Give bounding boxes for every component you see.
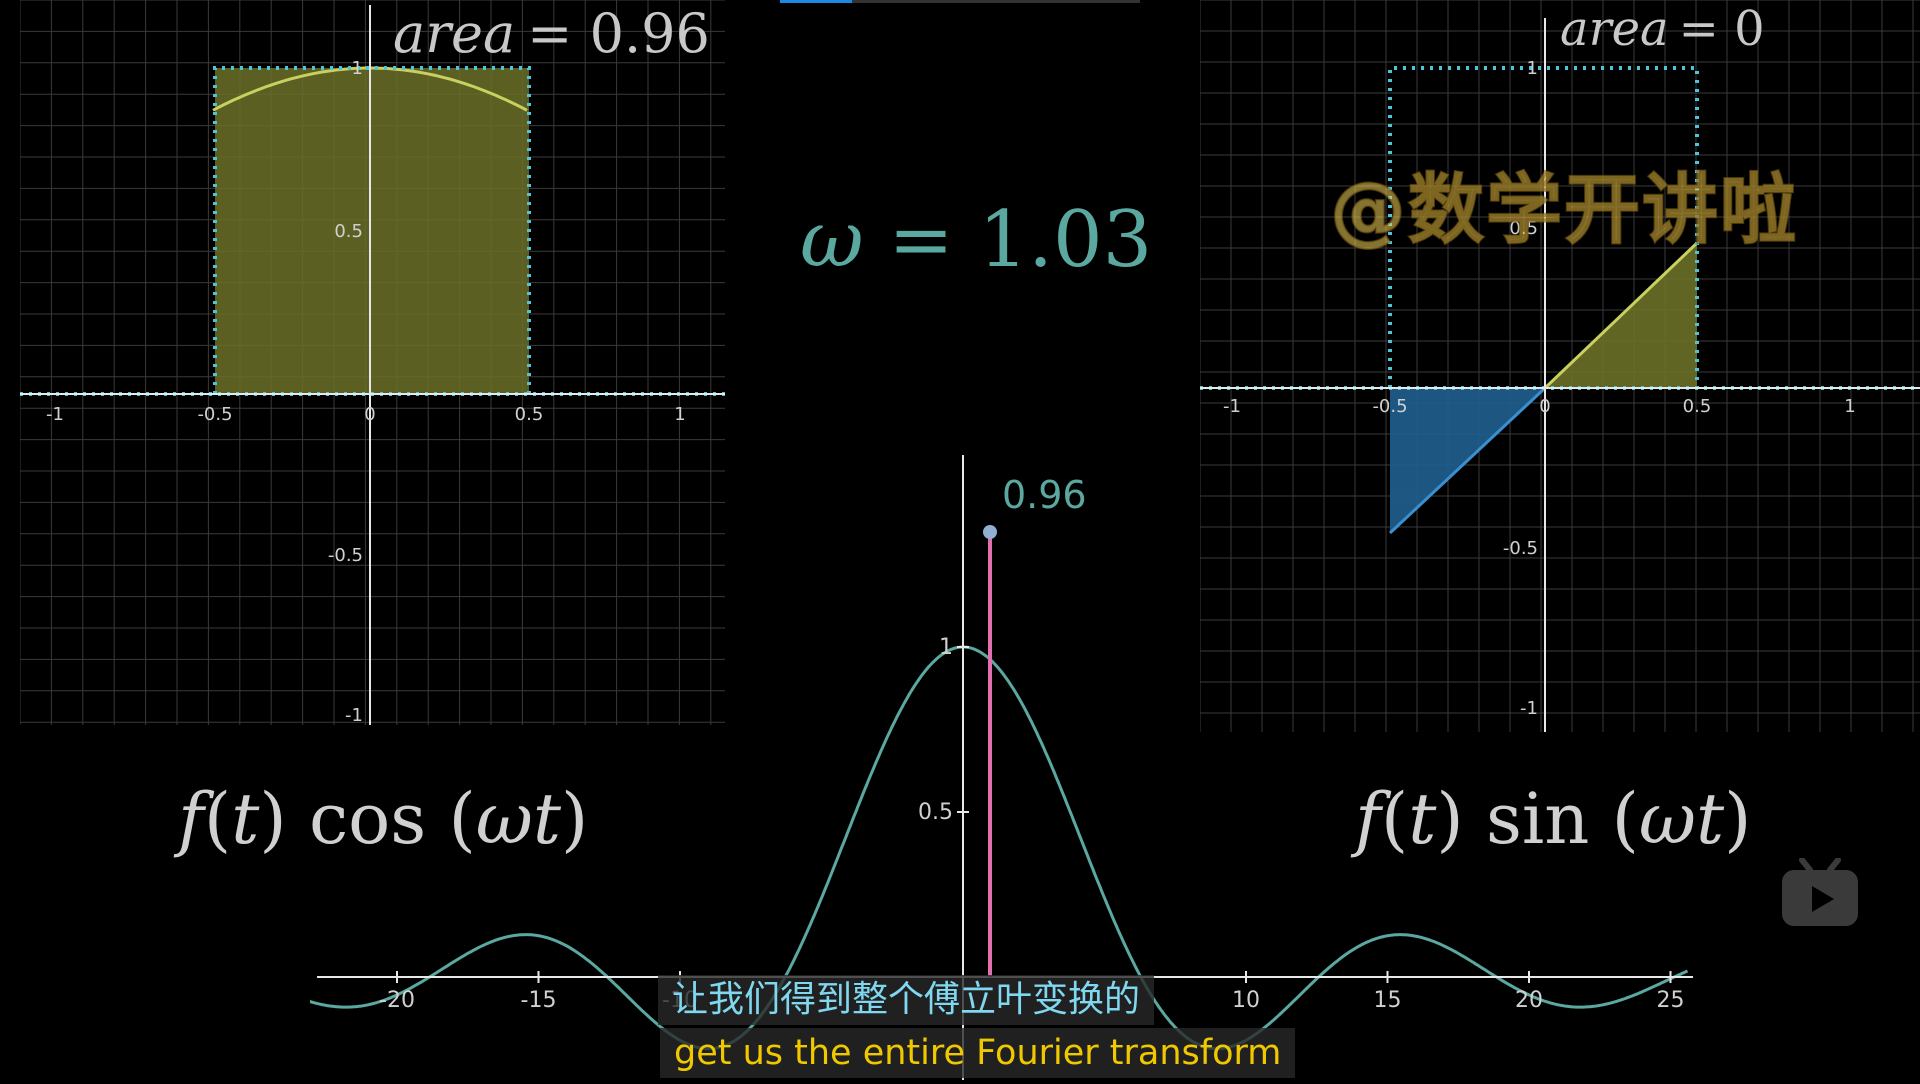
y-tick-label: 0.5 [918, 800, 953, 825]
y-tick-label: 0.5 [1509, 218, 1538, 239]
cos-product-plot: -1 -0.5 0 0.5 1 1 0.5 -0.5 -1 area = 0.96 [19, 0, 725, 730]
area-label: area = 0 [1560, 1, 1765, 57]
current-value-point [983, 525, 997, 539]
video-platform-logo-icon [1782, 858, 1858, 926]
x-tick-label: -20 [379, 988, 415, 1013]
x-tick-label: 0.5 [1683, 396, 1712, 417]
subtitle-english: get us the entire Fourier transform [660, 1028, 1296, 1078]
sin-product-plot: -1 -0.5 0 0.5 1 1 0.5 -0.5 -1 area = 0 [1199, 0, 1920, 735]
y-tick-label: 0.5 [334, 221, 363, 242]
subtitle-chinese: 让我们得到整个傅立叶变换的 [658, 975, 1155, 1025]
channel-watermark: @数学开讲啦 [1329, 164, 1798, 255]
formula-cos: f(t) cos (ωt) [178, 778, 589, 860]
current-value-label: 0.96 [1002, 473, 1087, 517]
y-tick-label: 1 [1527, 58, 1538, 79]
x-tick-label: 0 [1539, 396, 1550, 417]
formula-sin: f(t) sin (ωt) [1355, 778, 1752, 860]
x-tick-label: -0.5 [1372, 396, 1407, 417]
cos-area-fill [215, 68, 529, 394]
x-tick-label: 10 [1232, 988, 1260, 1013]
y-tick-label: -0.5 [1503, 538, 1538, 559]
x-tick-label: 0.5 [515, 404, 544, 425]
x-tick-label: 15 [1374, 988, 1402, 1013]
x-tick-label: 1 [1844, 396, 1855, 417]
x-tick-label: 1 [674, 404, 685, 425]
x-tick-label: 0 [364, 404, 375, 425]
sinc-curve [271, 645, 1689, 1051]
rect-pulse-outline [213, 66, 531, 394]
video-progress-fill [780, 0, 852, 3]
y-tick-label: -0.5 [328, 545, 363, 566]
x-tick-label: 20 [1515, 988, 1543, 1013]
y-tick-label: -1 [345, 705, 363, 726]
y-tick-label: 1 [352, 58, 363, 79]
x-tick-label: -0.5 [197, 404, 232, 425]
omega-value: ω = 1.03 [800, 195, 1153, 285]
x-tick-label: -1 [1223, 396, 1241, 417]
area-label: area = 0.96 [393, 2, 710, 65]
y-tick-label: 1 [939, 635, 953, 660]
video-progress-bar[interactable] [780, 0, 1140, 3]
x-tick-label: 25 [1657, 988, 1685, 1013]
y-tick-label: -1 [1520, 698, 1538, 719]
x-tick-label: -15 [521, 988, 557, 1013]
x-tick-label: -1 [46, 404, 64, 425]
